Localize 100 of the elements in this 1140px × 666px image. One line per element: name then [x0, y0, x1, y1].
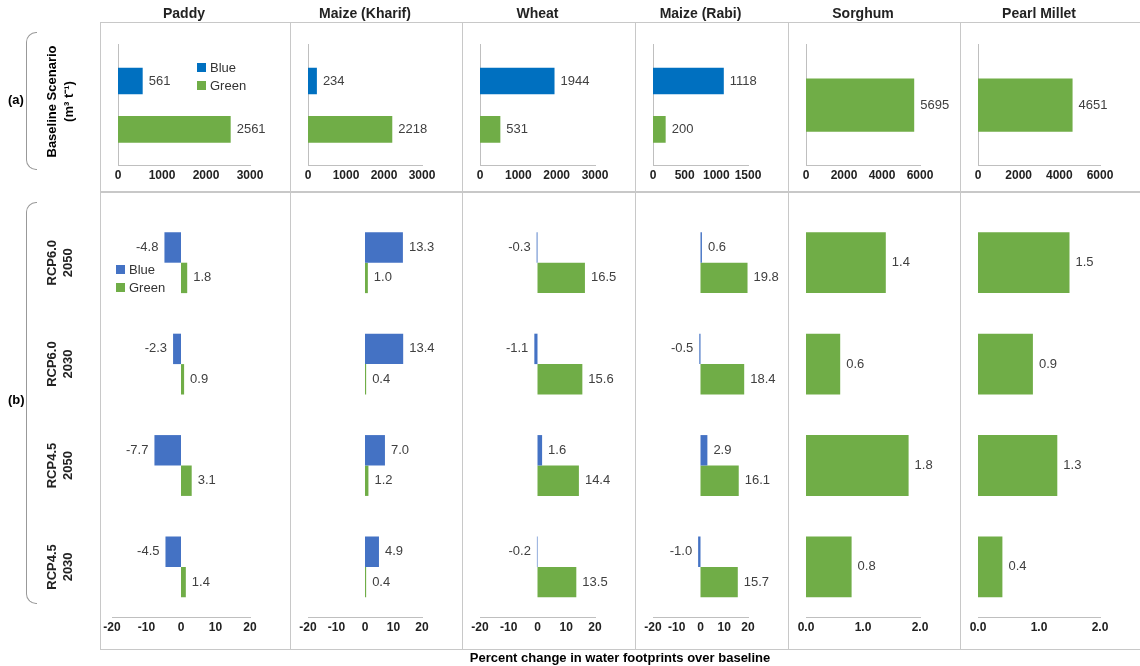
bar [365, 232, 403, 263]
x-tick-label: 0 [361, 620, 369, 635]
x-tick-label: 4000 [1045, 168, 1073, 183]
chart-title: Pearl Millet [1002, 5, 1077, 22]
data-label: 7.0 [390, 441, 410, 457]
x-tick-label: 10 [208, 620, 223, 635]
x-tick-label: 3000 [581, 168, 609, 183]
x-tick-label: 20 [415, 620, 429, 635]
x-tick-label: 0.0 [969, 620, 987, 635]
x-tick-label: 0.0 [797, 620, 815, 635]
bar [978, 232, 1070, 294]
bar [700, 262, 748, 294]
x-tick-label: 0 [697, 620, 705, 635]
x-tick-label: 0 [974, 168, 982, 183]
chart-title: Maize (Kharif) [319, 5, 411, 22]
data-label: 1.2 [374, 472, 393, 488]
data-label: 2.9 [713, 441, 732, 457]
data-label: 531 [506, 120, 529, 136]
x-tick-label: 0 [534, 620, 542, 635]
x-tick-label: 10 [386, 620, 401, 635]
data-label: 561 [148, 72, 171, 88]
data-label: 1.4 [891, 254, 910, 270]
bar [537, 262, 585, 294]
bar [978, 435, 1058, 496]
bar [181, 566, 186, 598]
data-label: 1118 [729, 72, 757, 88]
x-tick-label: 10 [717, 620, 732, 635]
y-axis-title: Baseline Scenario (m³ t⁻¹) [43, 44, 77, 160]
x-tick-label: 0 [802, 168, 810, 183]
x-axis-title: Percent change in water footprints over baseline [468, 650, 772, 665]
x-tick-label: 3000 [408, 168, 436, 183]
data-label: 16.1 [744, 472, 771, 488]
data-label: 18.4 [750, 370, 776, 386]
data-label: 0.4 [1008, 558, 1027, 574]
x-tick-label: 0 [177, 620, 185, 635]
data-label: 4651 [1078, 96, 1108, 112]
data-label: 13.5 [582, 573, 608, 589]
data-label: 0.8 [857, 558, 876, 574]
data-label: 13.4 [409, 340, 435, 356]
bar [164, 232, 181, 263]
bar [365, 536, 379, 567]
x-tick-label: 2000 [830, 168, 858, 183]
data-label: 1.4 [191, 573, 210, 589]
bar [806, 435, 909, 496]
x-tick-label: -10 [137, 620, 156, 635]
y-tick-label: RCP4.5 2050 [43, 442, 75, 489]
x-tick-label: -10 [327, 620, 346, 635]
x-tick-label: 3000 [236, 168, 264, 183]
data-label: 1.0 [373, 269, 392, 285]
chart-title: Wheat [516, 5, 559, 22]
x-tick-label: 2.0 [1091, 620, 1109, 635]
text: (b) [8, 392, 25, 407]
chart-title: Sorghum [832, 5, 894, 22]
data-label: 15.7 [743, 573, 770, 589]
data-label: 13.3 [408, 239, 435, 255]
x-tick-label: 1000 [702, 168, 730, 183]
bar [534, 333, 538, 365]
x-tick-label: -20 [103, 620, 121, 635]
data-label: 2218 [398, 120, 428, 136]
bar [978, 333, 1033, 395]
data-label: 15.6 [588, 370, 614, 386]
data-label: 5695 [920, 96, 950, 112]
x-tick-label: 4000 [868, 168, 896, 183]
bar [181, 364, 185, 395]
x-tick-label: 20 [741, 620, 755, 635]
x-tick-label: 20 [588, 620, 602, 635]
bar [806, 232, 886, 294]
x-tick-label: -20 [471, 620, 489, 635]
data-label: 2561 [236, 120, 266, 136]
x-tick-label: 1500 [734, 168, 762, 183]
legend-label: Green [209, 77, 247, 96]
x-tick-label: -20 [644, 620, 662, 635]
data-label: -4.5 [137, 543, 160, 559]
x-tick-label: 6000 [1086, 168, 1114, 183]
bar [978, 536, 1003, 598]
data-label: -1.0 [669, 543, 693, 559]
bar [537, 364, 583, 395]
bar [806, 536, 852, 598]
chart-title: Maize (Rabi) [659, 5, 742, 22]
data-label: -4.8 [136, 239, 159, 255]
x-tick-label: 1.0 [1030, 620, 1048, 635]
data-label: -2.3 [144, 340, 168, 356]
x-tick-label: 2000 [192, 168, 220, 183]
chart-title: Paddy [162, 5, 206, 22]
bar [165, 536, 181, 567]
data-label: 0.9 [190, 370, 209, 386]
data-label: 1.5 [1075, 254, 1094, 270]
x-tick-label: 20 [243, 620, 257, 635]
x-tick-label: 0 [476, 168, 484, 183]
bar [365, 262, 368, 294]
data-label: -0.5 [670, 340, 694, 356]
data-label: 1.8 [914, 457, 933, 473]
x-tick-label: 0 [114, 168, 122, 183]
x-tick-label: 10 [559, 620, 574, 635]
x-tick-label: -10 [500, 620, 518, 635]
x-tick-label: -20 [299, 620, 317, 635]
data-label: 4.9 [384, 543, 404, 559]
bar [181, 465, 192, 496]
data-label: 0.4 [372, 370, 391, 386]
x-tick-label: 0 [649, 168, 657, 183]
